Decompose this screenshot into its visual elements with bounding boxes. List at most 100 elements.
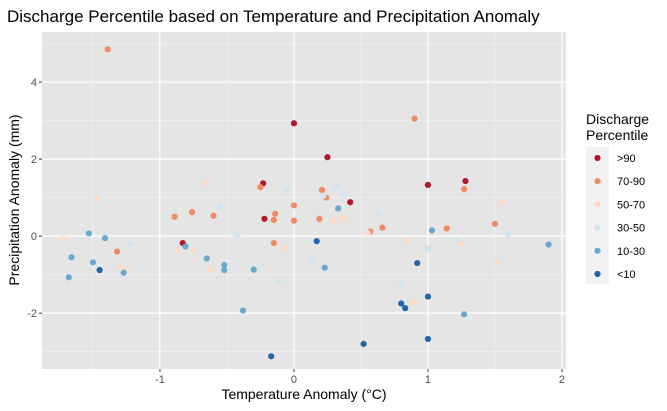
data-point [68,254,75,261]
data-point [313,238,320,245]
data-point [454,236,461,244]
data-point [207,266,214,274]
legend-key [594,247,601,254]
x-tick-label: 0 [291,374,297,386]
data-point [320,192,327,199]
data-point [239,307,247,314]
data-point [116,263,123,271]
legend-label: 10-30 [617,246,645,258]
x-tick-label: 1 [425,374,431,386]
data-point [398,300,405,307]
data-point [276,277,283,284]
data-point [89,259,97,266]
major-gridlines [42,32,566,369]
data-point [190,247,197,254]
data-point [324,154,331,161]
data-point [333,182,340,190]
data-point [85,230,93,237]
x-axis: -1 0 1 2 [155,369,565,386]
data-point [494,259,501,266]
data-point [398,281,405,288]
data-point [60,235,67,242]
legend: Discharge Percentile >90 70-90 50-70 30-50 1… [586,111,649,284]
legend-title-line2: Percentile [586,127,648,143]
data-point [379,224,386,231]
data-point [340,214,347,222]
data-points [60,46,552,360]
data-point [424,181,432,189]
data-point [250,266,257,273]
x-tick-label: 2 [559,374,565,386]
data-point [316,215,323,222]
data-point [261,215,268,222]
chart-title: Discharge Percentile based on Temperatur… [7,7,540,26]
data-point [270,216,277,224]
data-point [308,258,315,265]
data-point [424,245,432,252]
data-point [331,217,338,224]
data-point [268,353,275,360]
legend-key [594,178,601,185]
data-point [96,266,103,274]
legend-key-background [586,147,609,284]
data-point [93,195,101,202]
data-point [270,239,277,247]
legend-label: 70-90 [617,176,645,188]
data-point [424,335,432,343]
data-point [221,261,228,269]
data-point [414,259,421,267]
data-point [411,115,418,122]
data-point [443,225,450,232]
data-point [113,248,121,255]
data-point [411,299,418,306]
legend-key [594,201,601,208]
data-point [221,266,228,274]
data-point [505,231,512,238]
data-point [104,46,111,53]
y-axis: -2 0 2 4 [27,77,42,320]
data-point [120,269,127,276]
data-point [290,202,298,209]
data-point [498,199,505,206]
legend-items: >90 70-90 50-70 30-50 10-30 <10 [594,153,645,281]
y-tick-label: 2 [31,154,37,166]
y-tick-label: 4 [31,77,37,89]
legend-label: 30-50 [617,223,645,235]
data-point [290,217,298,224]
data-point [375,209,382,217]
x-axis-title: Temperature Anomaly (°C) [221,386,386,402]
plot-panel [42,32,566,369]
data-point [182,243,189,250]
data-point [403,237,410,244]
data-point [428,227,436,234]
data-point [491,220,499,227]
y-tick-label: -2 [27,308,37,320]
data-point [290,120,298,127]
data-point [545,241,552,248]
data-point [424,293,432,300]
data-point [233,231,240,238]
data-point [281,244,288,251]
data-point [127,241,134,248]
data-point [402,305,409,312]
data-point [347,199,354,206]
data-point [461,311,468,318]
data-point [65,274,72,281]
data-point [458,240,465,247]
data-point [318,186,326,194]
legend-label: >90 [617,153,636,165]
data-point [171,213,178,220]
data-point [364,229,371,237]
data-point [272,210,279,217]
x-tick-label: -1 [155,374,165,386]
data-point [360,340,367,348]
data-point [341,191,348,198]
data-point [188,209,196,216]
data-point [462,177,469,185]
data-point [284,186,291,194]
legend-label: 50-70 [617,199,645,211]
data-point [321,264,328,271]
data-point [210,212,217,219]
data-point [174,247,181,254]
